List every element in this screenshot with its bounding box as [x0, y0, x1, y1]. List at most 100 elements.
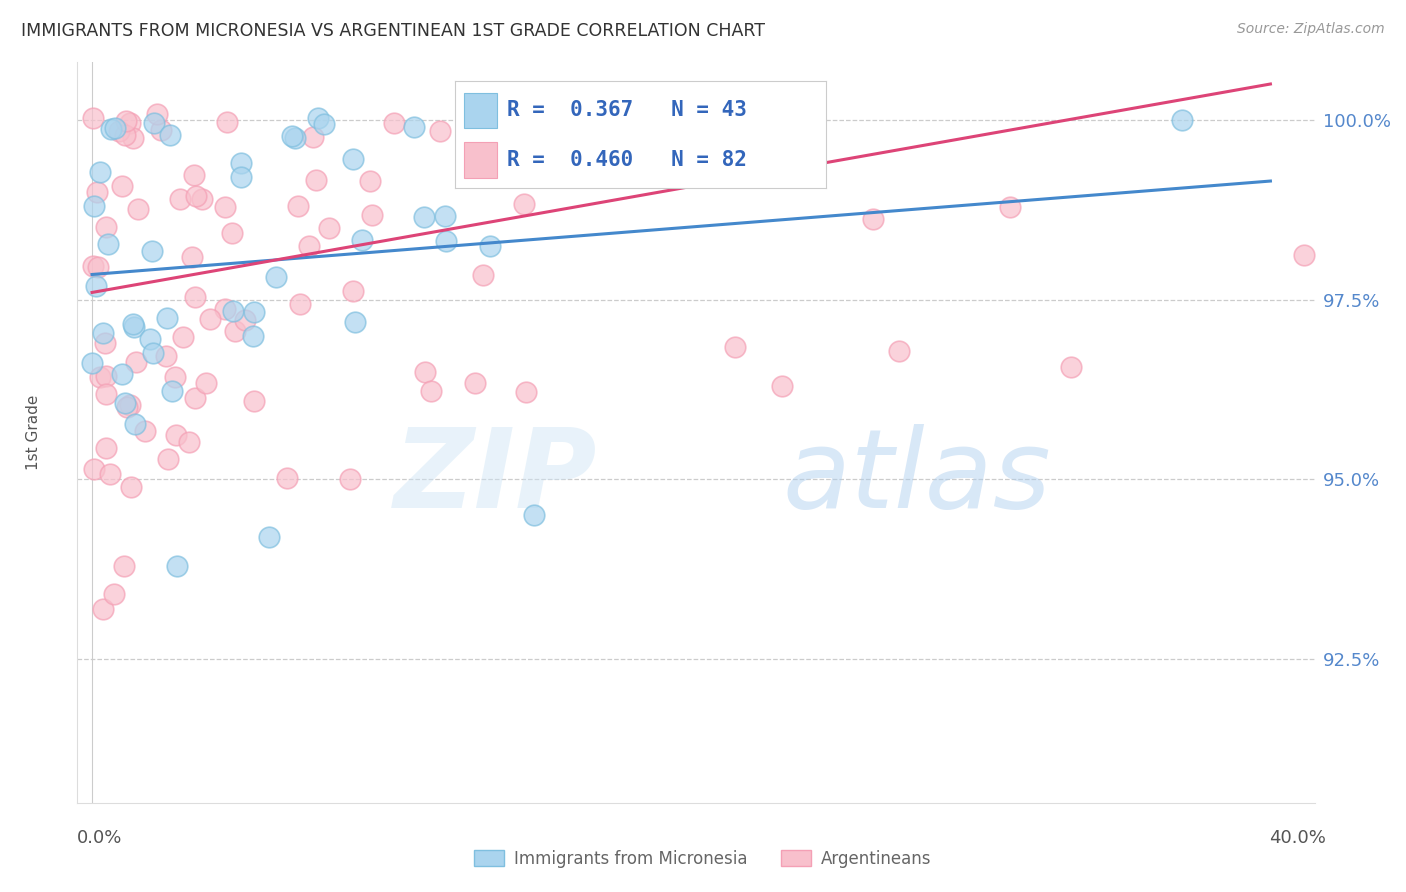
Point	[91, 601, 114, 615]
Point	[288, 297, 311, 311]
Point	[84, 279, 107, 293]
Point	[433, 209, 456, 223]
Point	[1171, 112, 1194, 127]
Point	[472, 268, 495, 282]
Point	[122, 320, 145, 334]
Text: Source: ZipAtlas.com: Source: ZipAtlas.com	[1237, 22, 1385, 37]
Legend: Immigrants from Micronesia, Argentineans: Immigrants from Micronesia, Argentineans	[468, 844, 938, 875]
Point	[83, 199, 105, 213]
Point	[89, 165, 111, 179]
Point	[183, 168, 205, 182]
Point	[723, 340, 745, 354]
Point	[770, 379, 793, 393]
Point	[198, 311, 221, 326]
Point	[257, 530, 280, 544]
Point	[96, 441, 118, 455]
Point	[103, 587, 125, 601]
Point	[478, 239, 501, 253]
Point	[172, 329, 194, 343]
Point	[264, 269, 287, 284]
Point	[998, 201, 1021, 215]
Point	[339, 472, 361, 486]
Point	[419, 384, 441, 398]
Point	[82, 260, 104, 274]
Point	[156, 452, 179, 467]
Point	[586, 111, 609, 125]
Point	[215, 115, 238, 129]
Point	[361, 208, 384, 222]
Point	[150, 123, 173, 137]
Point	[342, 152, 364, 166]
Point	[160, 384, 183, 399]
Point	[117, 400, 139, 414]
Point	[83, 462, 105, 476]
Point	[304, 172, 326, 186]
Point	[222, 304, 245, 318]
Point	[464, 376, 486, 391]
Point	[224, 324, 246, 338]
Point	[122, 131, 145, 145]
Point	[1294, 248, 1316, 262]
Point	[134, 424, 156, 438]
Point	[243, 393, 266, 408]
Point	[86, 185, 108, 199]
Point	[127, 202, 149, 217]
Point	[125, 355, 148, 369]
Point	[184, 391, 207, 405]
Point	[359, 174, 381, 188]
Point	[91, 326, 114, 340]
Text: atlas: atlas	[783, 424, 1052, 531]
Point	[118, 398, 141, 412]
Point	[120, 480, 142, 494]
Point	[97, 237, 120, 252]
Point	[94, 368, 117, 383]
Point	[308, 112, 330, 126]
Point	[104, 121, 127, 136]
Point	[513, 197, 536, 211]
Point	[231, 156, 253, 170]
Point	[1060, 359, 1083, 374]
Point	[96, 220, 118, 235]
Point	[318, 221, 340, 235]
Point	[114, 395, 136, 409]
Point	[146, 107, 169, 121]
Point	[284, 131, 307, 145]
Point	[413, 365, 436, 379]
Point	[181, 250, 204, 264]
Point	[122, 318, 145, 332]
Point	[350, 233, 373, 247]
Point	[523, 508, 546, 523]
Text: ZIP: ZIP	[394, 424, 598, 531]
Point	[429, 124, 451, 138]
Point	[242, 328, 264, 343]
Point	[118, 115, 141, 129]
Text: 40.0%: 40.0%	[1270, 829, 1326, 847]
Point	[108, 123, 131, 137]
Point	[94, 335, 117, 350]
Point	[82, 112, 104, 126]
Point	[434, 234, 457, 248]
Point	[214, 200, 236, 214]
Point	[281, 128, 304, 143]
Point	[214, 301, 236, 316]
Point	[82, 356, 104, 370]
Point	[578, 128, 600, 142]
Text: IMMIGRANTS FROM MICRONESIA VS ARGENTINEAN 1ST GRADE CORRELATION CHART: IMMIGRANTS FROM MICRONESIA VS ARGENTINEA…	[21, 22, 765, 40]
Point	[89, 370, 111, 384]
Point	[112, 558, 135, 573]
Point	[141, 244, 163, 259]
Point	[191, 192, 214, 206]
Text: 1st Grade: 1st Grade	[25, 395, 41, 470]
Point	[302, 129, 325, 144]
Point	[114, 113, 136, 128]
Point	[156, 310, 179, 325]
Point	[111, 367, 134, 381]
Point	[276, 471, 298, 485]
Point	[124, 417, 146, 432]
Point	[499, 120, 522, 134]
Point	[166, 558, 188, 573]
Point	[139, 332, 162, 346]
Point	[184, 290, 207, 304]
Point	[233, 313, 256, 327]
Point	[194, 376, 217, 390]
